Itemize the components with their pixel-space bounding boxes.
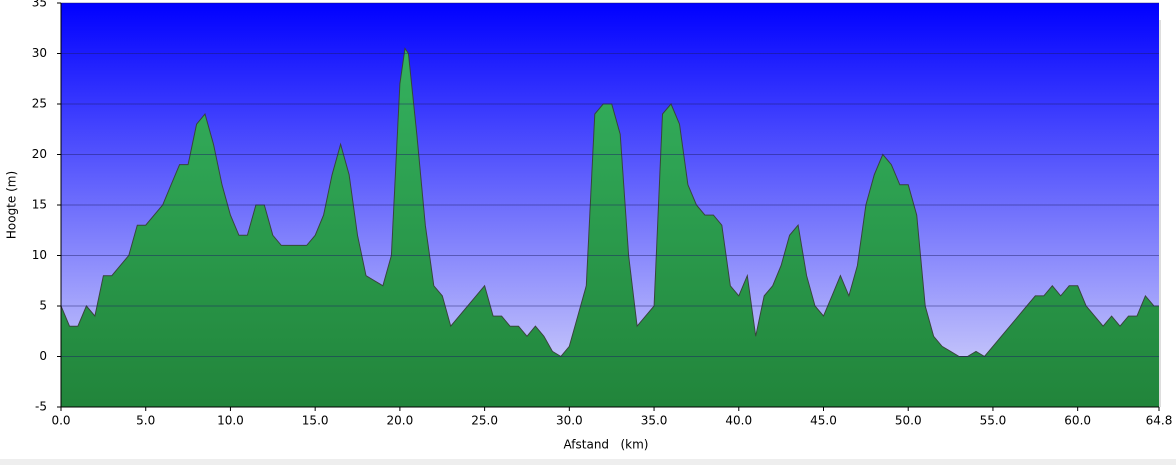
y-tick-label: 25 — [32, 97, 47, 111]
x-tick-label: 20.0 — [387, 414, 414, 428]
x-tick-label: 64.8 — [1146, 414, 1173, 428]
x-tick-label: 15.0 — [302, 414, 329, 428]
area-tint — [61, 48, 1159, 407]
x-tick-label: 45.0 — [810, 414, 837, 428]
area-line — [60, 47, 1159, 358]
area-fill — [61, 48, 1159, 407]
x-tick-label: 5.0 — [136, 414, 155, 428]
x-tick-label: 30.0 — [556, 414, 583, 428]
y-tick-label: 5 — [39, 299, 47, 313]
x-tick-label: 55.0 — [980, 414, 1007, 428]
y-tick-label: 0 — [39, 349, 47, 363]
y-tick-label: 15 — [32, 198, 47, 212]
x-tick-label: 40.0 — [725, 414, 752, 428]
y-tick-label: 30 — [32, 46, 47, 60]
bottom-strip — [0, 459, 1176, 465]
x-tick-label: 50.0 — [895, 414, 922, 428]
y-tick-label: -5 — [35, 400, 47, 414]
x-tick-label: 25.0 — [471, 414, 498, 428]
x-axis-title: Afstand (km) — [564, 438, 649, 452]
y-tick-label: 20 — [32, 147, 47, 161]
y-tick-label: 10 — [32, 248, 47, 262]
x-tick-label: 0.0 — [51, 414, 70, 428]
x-tick-label: 60.0 — [1064, 414, 1091, 428]
y-tick-label: 35 — [32, 0, 47, 10]
x-tick-label: 10.0 — [217, 414, 244, 428]
y-axis-title: Hoogte (m) — [5, 171, 19, 239]
x-tick-label: 35.0 — [641, 414, 668, 428]
